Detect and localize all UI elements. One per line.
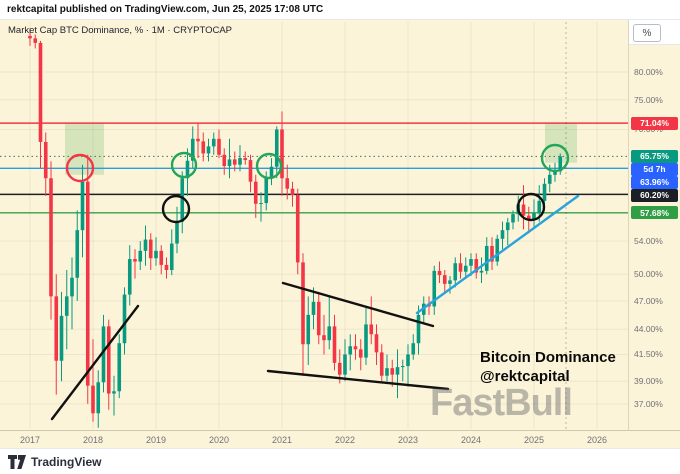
time-tick: 2026 (586, 435, 608, 445)
bar-countdown-badge: 5d 7h (631, 162, 678, 176)
time-scale[interactable]: 2017 2018 2019 2020 2021 2022 2023 2024 2025 2026 (0, 430, 680, 448)
price-tick: 47.00% (634, 295, 663, 306)
price-tick: 41.50% (634, 349, 663, 360)
price-tick: 54.00% (634, 236, 663, 247)
chart-canvas[interactable] (0, 20, 628, 448)
percent-scale-button[interactable]: % (633, 24, 661, 42)
publish-header: rektcapital published on TradingView.com… (0, 0, 680, 20)
circles-layer (65, 143, 570, 224)
time-tick: 2019 (145, 435, 167, 445)
time-tick: 2017 (19, 435, 41, 445)
price-tick: 39.00% (634, 376, 663, 387)
symbol-legend[interactable]: Market Cap BTC Dominance, % · 1M · CRYPT… (8, 25, 233, 36)
publish-info: rektcapital published on TradingView.com… (7, 4, 324, 15)
annotation-line1: Bitcoin Dominance (480, 349, 616, 366)
time-tick: 2024 (460, 435, 482, 445)
tradingview-logo-icon[interactable] (8, 454, 26, 469)
price-badge: 71.04% (631, 116, 678, 130)
price-scale[interactable]: % 80.00%75.00%70.00%54.00%50.00%47.00%44… (628, 20, 680, 430)
price-badge: 63.96% (631, 175, 678, 189)
footer-bar: TradingView (0, 448, 680, 474)
time-tick: 2018 (82, 435, 104, 445)
price-badge: 60.20% (631, 188, 678, 202)
tradingview-logo-text[interactable]: TradingView (31, 454, 102, 469)
time-tick: 2021 (271, 435, 293, 445)
time-tick: 2022 (334, 435, 356, 445)
price-badge: 57.68% (631, 206, 678, 220)
price-tick: 80.00% (634, 67, 663, 77)
price-badge: 65.75% (631, 149, 678, 163)
price-tick: 37.00% (634, 398, 663, 409)
highlight-zones-layer (65, 123, 577, 175)
annotation-line2: @rektcapital (480, 368, 570, 385)
price-tick: 44.00% (634, 324, 663, 335)
time-tick: 2020 (208, 435, 230, 445)
time-tick: 2025 (523, 435, 545, 445)
chart-annotation: Bitcoin Dominance @rektcapital (480, 348, 616, 386)
price-tick: 75.00% (634, 94, 663, 105)
trendlines-layer (50, 194, 580, 421)
candles-layer (28, 28, 563, 428)
price-tick: 50.00% (634, 269, 663, 280)
time-tick: 2023 (397, 435, 419, 445)
fastbull-watermark: FastBull (430, 382, 573, 424)
chart-area: Market Cap BTC Dominance, % · 1M · CRYPT… (0, 20, 680, 448)
